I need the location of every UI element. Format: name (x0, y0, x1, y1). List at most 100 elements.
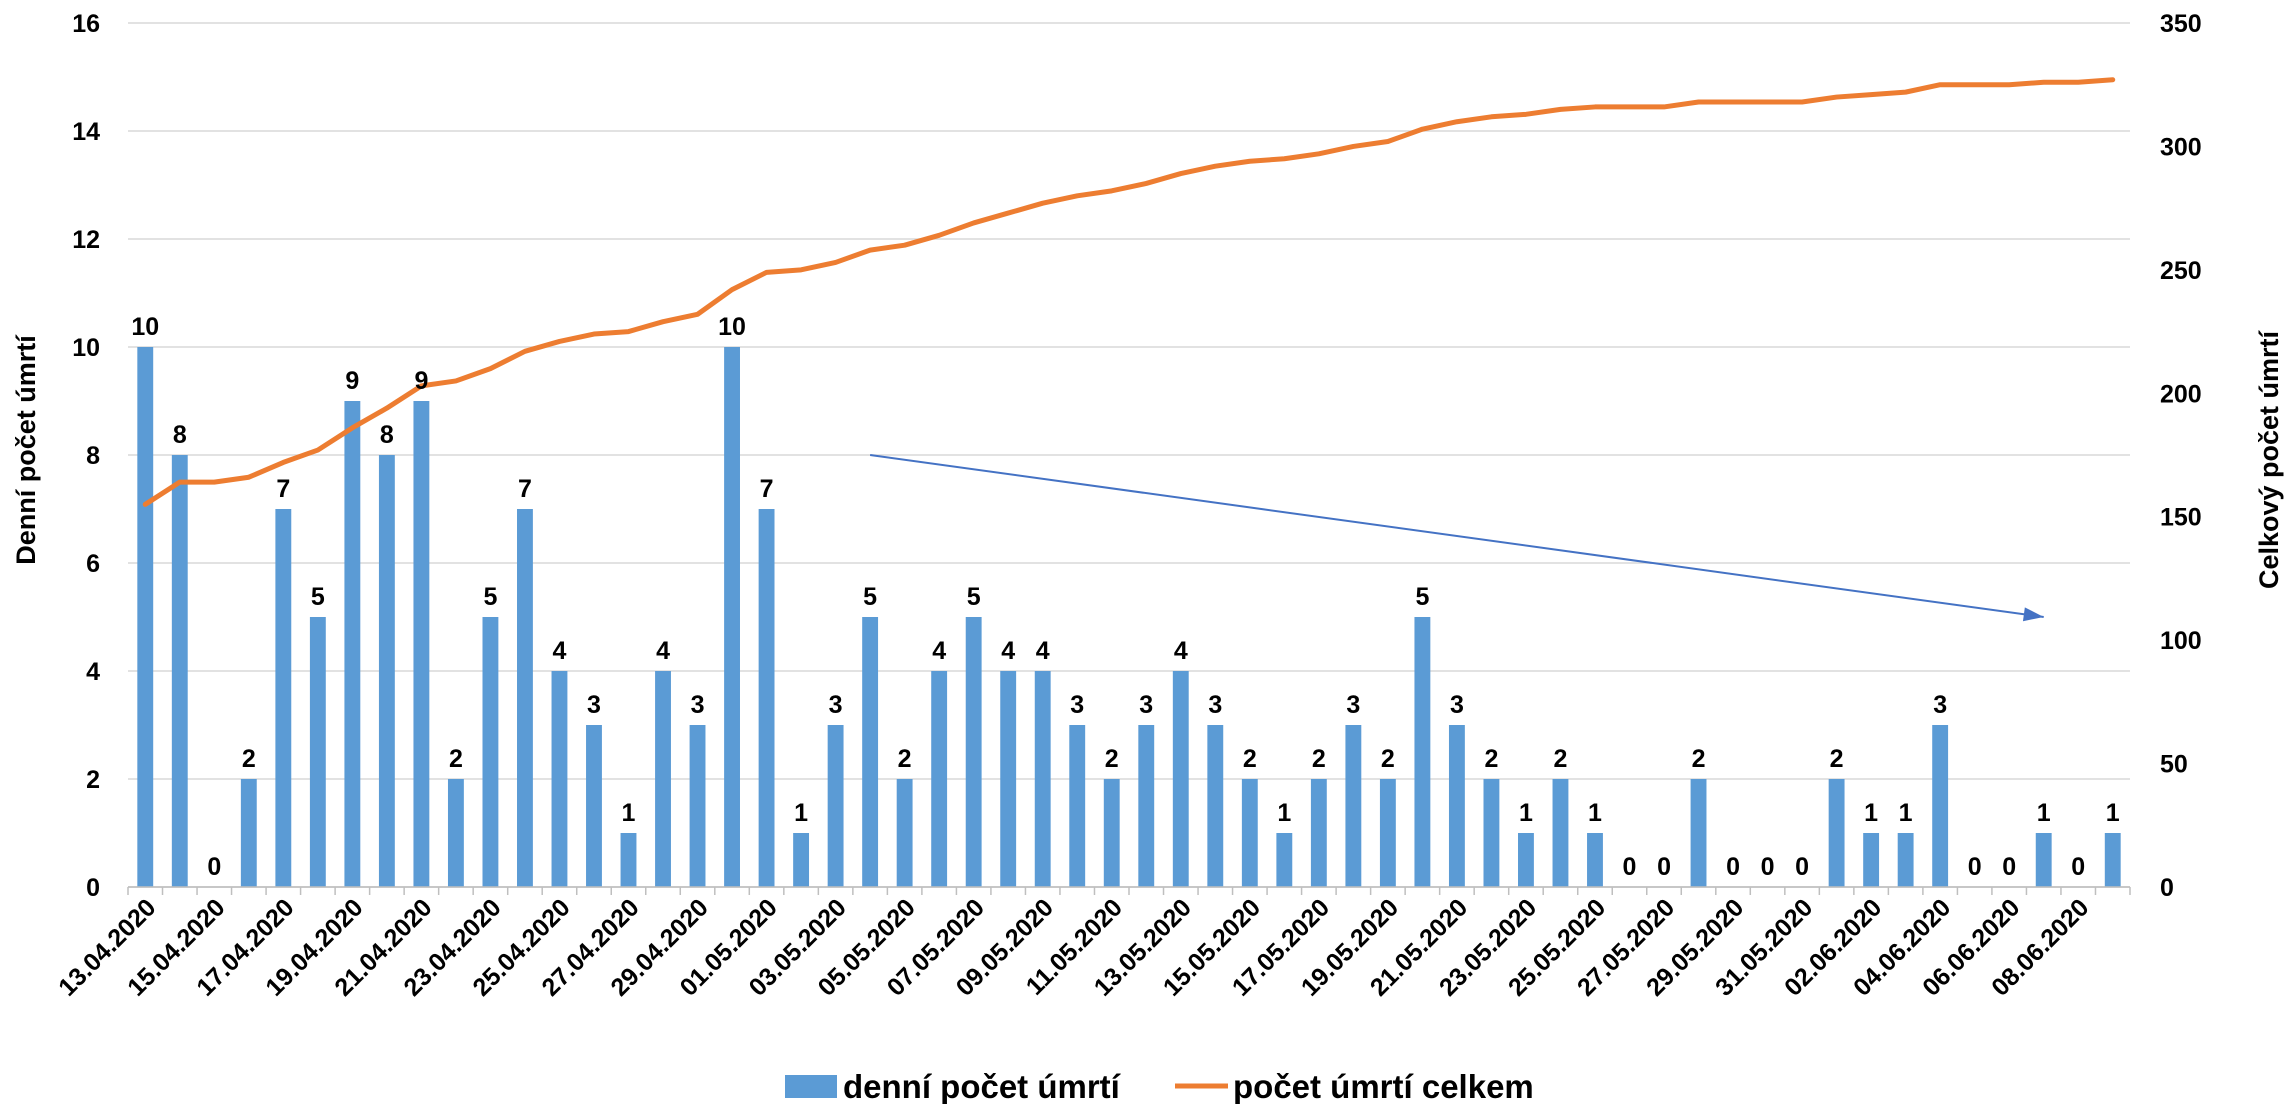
bar-data-label: 2 (1105, 745, 1119, 773)
bar-data-label: 3 (691, 691, 705, 719)
bar (137, 347, 154, 887)
bar-data-label: 1 (1277, 799, 1291, 827)
bar (171, 455, 188, 887)
bar (1379, 779, 1396, 887)
bar-data-label: 2 (1484, 745, 1498, 773)
bar (1276, 833, 1293, 887)
bar (1172, 671, 1189, 887)
bar-data-label: 5 (311, 583, 325, 611)
bar (1552, 779, 1569, 887)
y-axis-left: 0 2 4 6 8 10 12 14 16 (72, 10, 100, 902)
bar-data-label: 3 (829, 691, 843, 719)
bar-data-label: 8 (173, 421, 187, 449)
bar (655, 671, 671, 887)
bar-data-label: 1 (622, 799, 636, 827)
annotations (869, 454, 2044, 622)
y-axis-right-title: Celkový počet úmrtí (2254, 329, 2284, 589)
bar (862, 617, 879, 887)
bar-data-label: 2 (1554, 745, 1568, 773)
bar (378, 455, 395, 887)
y-right-tick-label: 0 (2160, 874, 2174, 902)
legend-label-bar: denní počet úmrtí (843, 1068, 1122, 1104)
bar (1138, 725, 1155, 887)
bar-data-label: 4 (1174, 637, 1188, 665)
legend-label-line: počet úmrtí celkem (1233, 1068, 1534, 1104)
cumulative-line (142, 77, 2116, 507)
bar (1828, 779, 1845, 887)
y-left-tick-label: 8 (86, 442, 100, 470)
bar (1483, 779, 1500, 887)
y-left-tick-label: 2 (86, 766, 100, 794)
bar (793, 833, 810, 887)
bar-data-label: 7 (518, 475, 532, 503)
bar-data-label: 4 (553, 637, 567, 665)
bar (1518, 833, 1534, 887)
bar-data-label: 0 (1795, 853, 1809, 881)
bar (896, 779, 913, 887)
bar (413, 401, 430, 887)
bar (689, 725, 706, 887)
bar-data-label: 2 (898, 745, 912, 773)
bar (724, 347, 740, 887)
bar (965, 617, 982, 887)
bar-data-label: 2 (1312, 745, 1326, 773)
bar (447, 779, 464, 887)
legend: denní počet úmrtí počet úmrtí celkem (785, 1068, 1534, 1104)
bar-data-label: 0 (1623, 853, 1637, 881)
bar-data-label: 1 (1899, 799, 1913, 827)
bar-data-label: 4 (1001, 637, 1015, 665)
bar (1103, 779, 1120, 887)
bar-data-label: 2 (449, 745, 463, 773)
bar (1932, 725, 1949, 887)
bar (517, 509, 533, 887)
y-left-tick-label: 12 (72, 226, 100, 254)
bar (1690, 779, 1707, 887)
bar (620, 833, 637, 887)
bar-data-label: 1 (2037, 799, 2051, 827)
y-axis-right: 0 50 100 150 200 250 300 350 (2160, 10, 2202, 902)
bar-data-label: 1 (1864, 799, 1878, 827)
bar (275, 509, 292, 887)
bar-data-label: 0 (1761, 853, 1775, 881)
y-left-tick-label: 0 (86, 874, 100, 902)
trend-arrow-line (869, 454, 2044, 618)
y-left-tick-label: 16 (72, 10, 100, 38)
bar (586, 725, 602, 887)
bar (344, 401, 361, 887)
y-right-tick-label: 200 (2160, 380, 2202, 408)
bar (1069, 725, 1086, 887)
bar-data-label: 9 (345, 367, 359, 395)
bar-data-label: 4 (656, 637, 670, 665)
bar-data-label: 2 (1381, 745, 1395, 773)
bar-data-label: 2 (1830, 745, 1844, 773)
bar-data-label: 1 (794, 799, 808, 827)
bar-data-label: 3 (1208, 691, 1222, 719)
bar (827, 725, 844, 887)
bar-data-label: 8 (380, 421, 394, 449)
bar-data-label: 7 (276, 475, 290, 503)
bar (551, 671, 568, 887)
bar-data-label: 9 (414, 367, 428, 395)
y-axis-left-title: Denní počet úmrtí (11, 334, 41, 565)
bar (1241, 779, 1258, 887)
bar (1207, 725, 1224, 887)
bar-data-label: 5 (967, 583, 981, 611)
bar-data-label: 5 (483, 583, 497, 611)
bar-data-label: 3 (1933, 691, 1947, 719)
bar (1863, 833, 1880, 887)
bar (1448, 725, 1465, 887)
bar-data-label: 10 (131, 313, 159, 341)
y-right-tick-label: 150 (2160, 504, 2202, 532)
bar (1414, 617, 1431, 887)
bar (931, 671, 948, 887)
bar-data-label: 3 (1139, 691, 1153, 719)
bar-data-label: 1 (2106, 799, 2120, 827)
line-series (142, 77, 2116, 507)
bar (240, 779, 257, 887)
bar (1587, 833, 1603, 887)
bar-data-label: 0 (2002, 853, 2016, 881)
bar-data-label: 2 (242, 745, 256, 773)
x-axis: 13.04.202015.04.202017.04.202019.04.2020… (53, 886, 2131, 1002)
y-left-tick-label: 4 (86, 658, 100, 686)
